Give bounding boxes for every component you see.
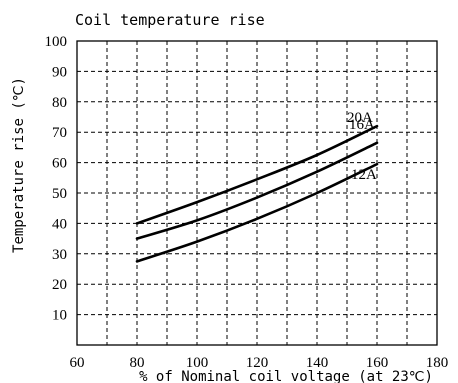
x-tick-label: 60: [70, 355, 85, 371]
plot-frame: [76, 40, 438, 346]
grid-lines: [77, 41, 437, 345]
series-label-20a: 20A: [347, 110, 373, 126]
x-tick-labels: 60 80 100 120 140 160 180: [70, 355, 449, 371]
x-tick-label: 140: [306, 355, 329, 371]
series-line-12a: [135, 162, 379, 263]
y-tick-label: 80: [52, 95, 67, 111]
y-tick-label: 20: [52, 277, 67, 293]
series-lines: [135, 124, 379, 263]
y-tick-label: 90: [52, 64, 67, 80]
x-tick-label: 180: [426, 355, 449, 371]
y-tick-label: 100: [45, 34, 68, 50]
y-tick-label: 30: [52, 247, 67, 263]
y-axis-label: Temperature rise (℃): [11, 77, 27, 253]
x-axis-label: % of Nominal coil voltage (at 23℃): [139, 369, 433, 383]
y-tick-label: 50: [52, 186, 67, 202]
series-label-12a: 12A: [351, 167, 377, 183]
y-tick-label: 40: [52, 216, 67, 232]
y-tick-label: 70: [52, 125, 67, 141]
series-line-20a: [135, 124, 379, 225]
y-tick-labels: 10 20 30 40 50 60 70 80 90 100: [45, 34, 68, 324]
x-tick-label: 120: [246, 355, 269, 371]
chart-title: Coil temperature rise: [75, 11, 265, 29]
x-tick-label: 100: [186, 355, 209, 371]
x-tick-label: 160: [366, 355, 389, 371]
series-label-16a: 16A: [349, 117, 375, 133]
x-tick-label: 80: [130, 355, 145, 371]
series-line-16a: [135, 141, 379, 240]
y-tick-label: 10: [52, 308, 67, 324]
y-tick-label: 60: [52, 156, 67, 172]
